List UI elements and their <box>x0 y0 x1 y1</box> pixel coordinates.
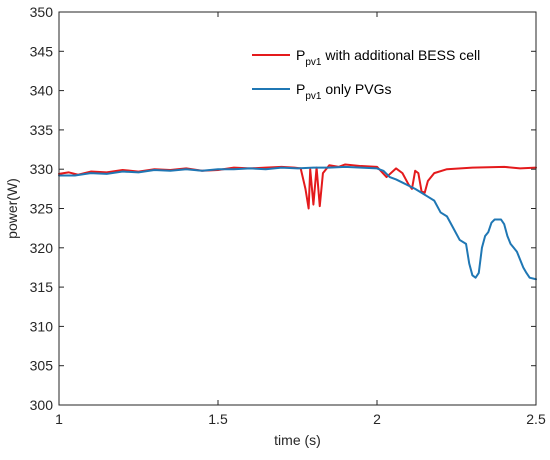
x-tick-label: 2.5 <box>526 411 546 427</box>
y-tick-label: 330 <box>30 161 54 177</box>
y-tick-label: 300 <box>30 397 54 413</box>
y-axis-label: power(W) <box>4 178 20 239</box>
y-tick-label: 305 <box>30 358 54 374</box>
y-tick-label: 335 <box>30 122 54 138</box>
series-lines <box>58 163 537 281</box>
y-tick-label: 310 <box>30 318 54 334</box>
plot-area <box>59 12 536 405</box>
legend: Ppv1 with additional BESS cell Ppv1 only … <box>252 47 480 102</box>
series-line-2 <box>58 165 537 281</box>
legend-label-2: Ppv1 only PVGs <box>296 81 392 102</box>
y-tick-label: 320 <box>30 240 54 256</box>
y-tick-label: 340 <box>30 83 54 99</box>
y-tick-label: 325 <box>30 201 54 217</box>
x-tick-label: 1 <box>55 411 63 427</box>
legend-label-1: Ppv1 with additional BESS cell <box>296 47 480 68</box>
axis-ticks: 1 1.5 2 2.5 300 305 310 315 320 325 330 335 340 345 35… <box>30 4 546 427</box>
y-tick-label: 350 <box>30 4 54 20</box>
x-tick-label: 1.5 <box>208 411 228 427</box>
y-tick-label: 315 <box>30 279 54 295</box>
y-tick-label: 345 <box>30 43 54 59</box>
x-axis-label: time (s) <box>274 432 321 448</box>
x-tick-label: 2 <box>373 411 381 427</box>
